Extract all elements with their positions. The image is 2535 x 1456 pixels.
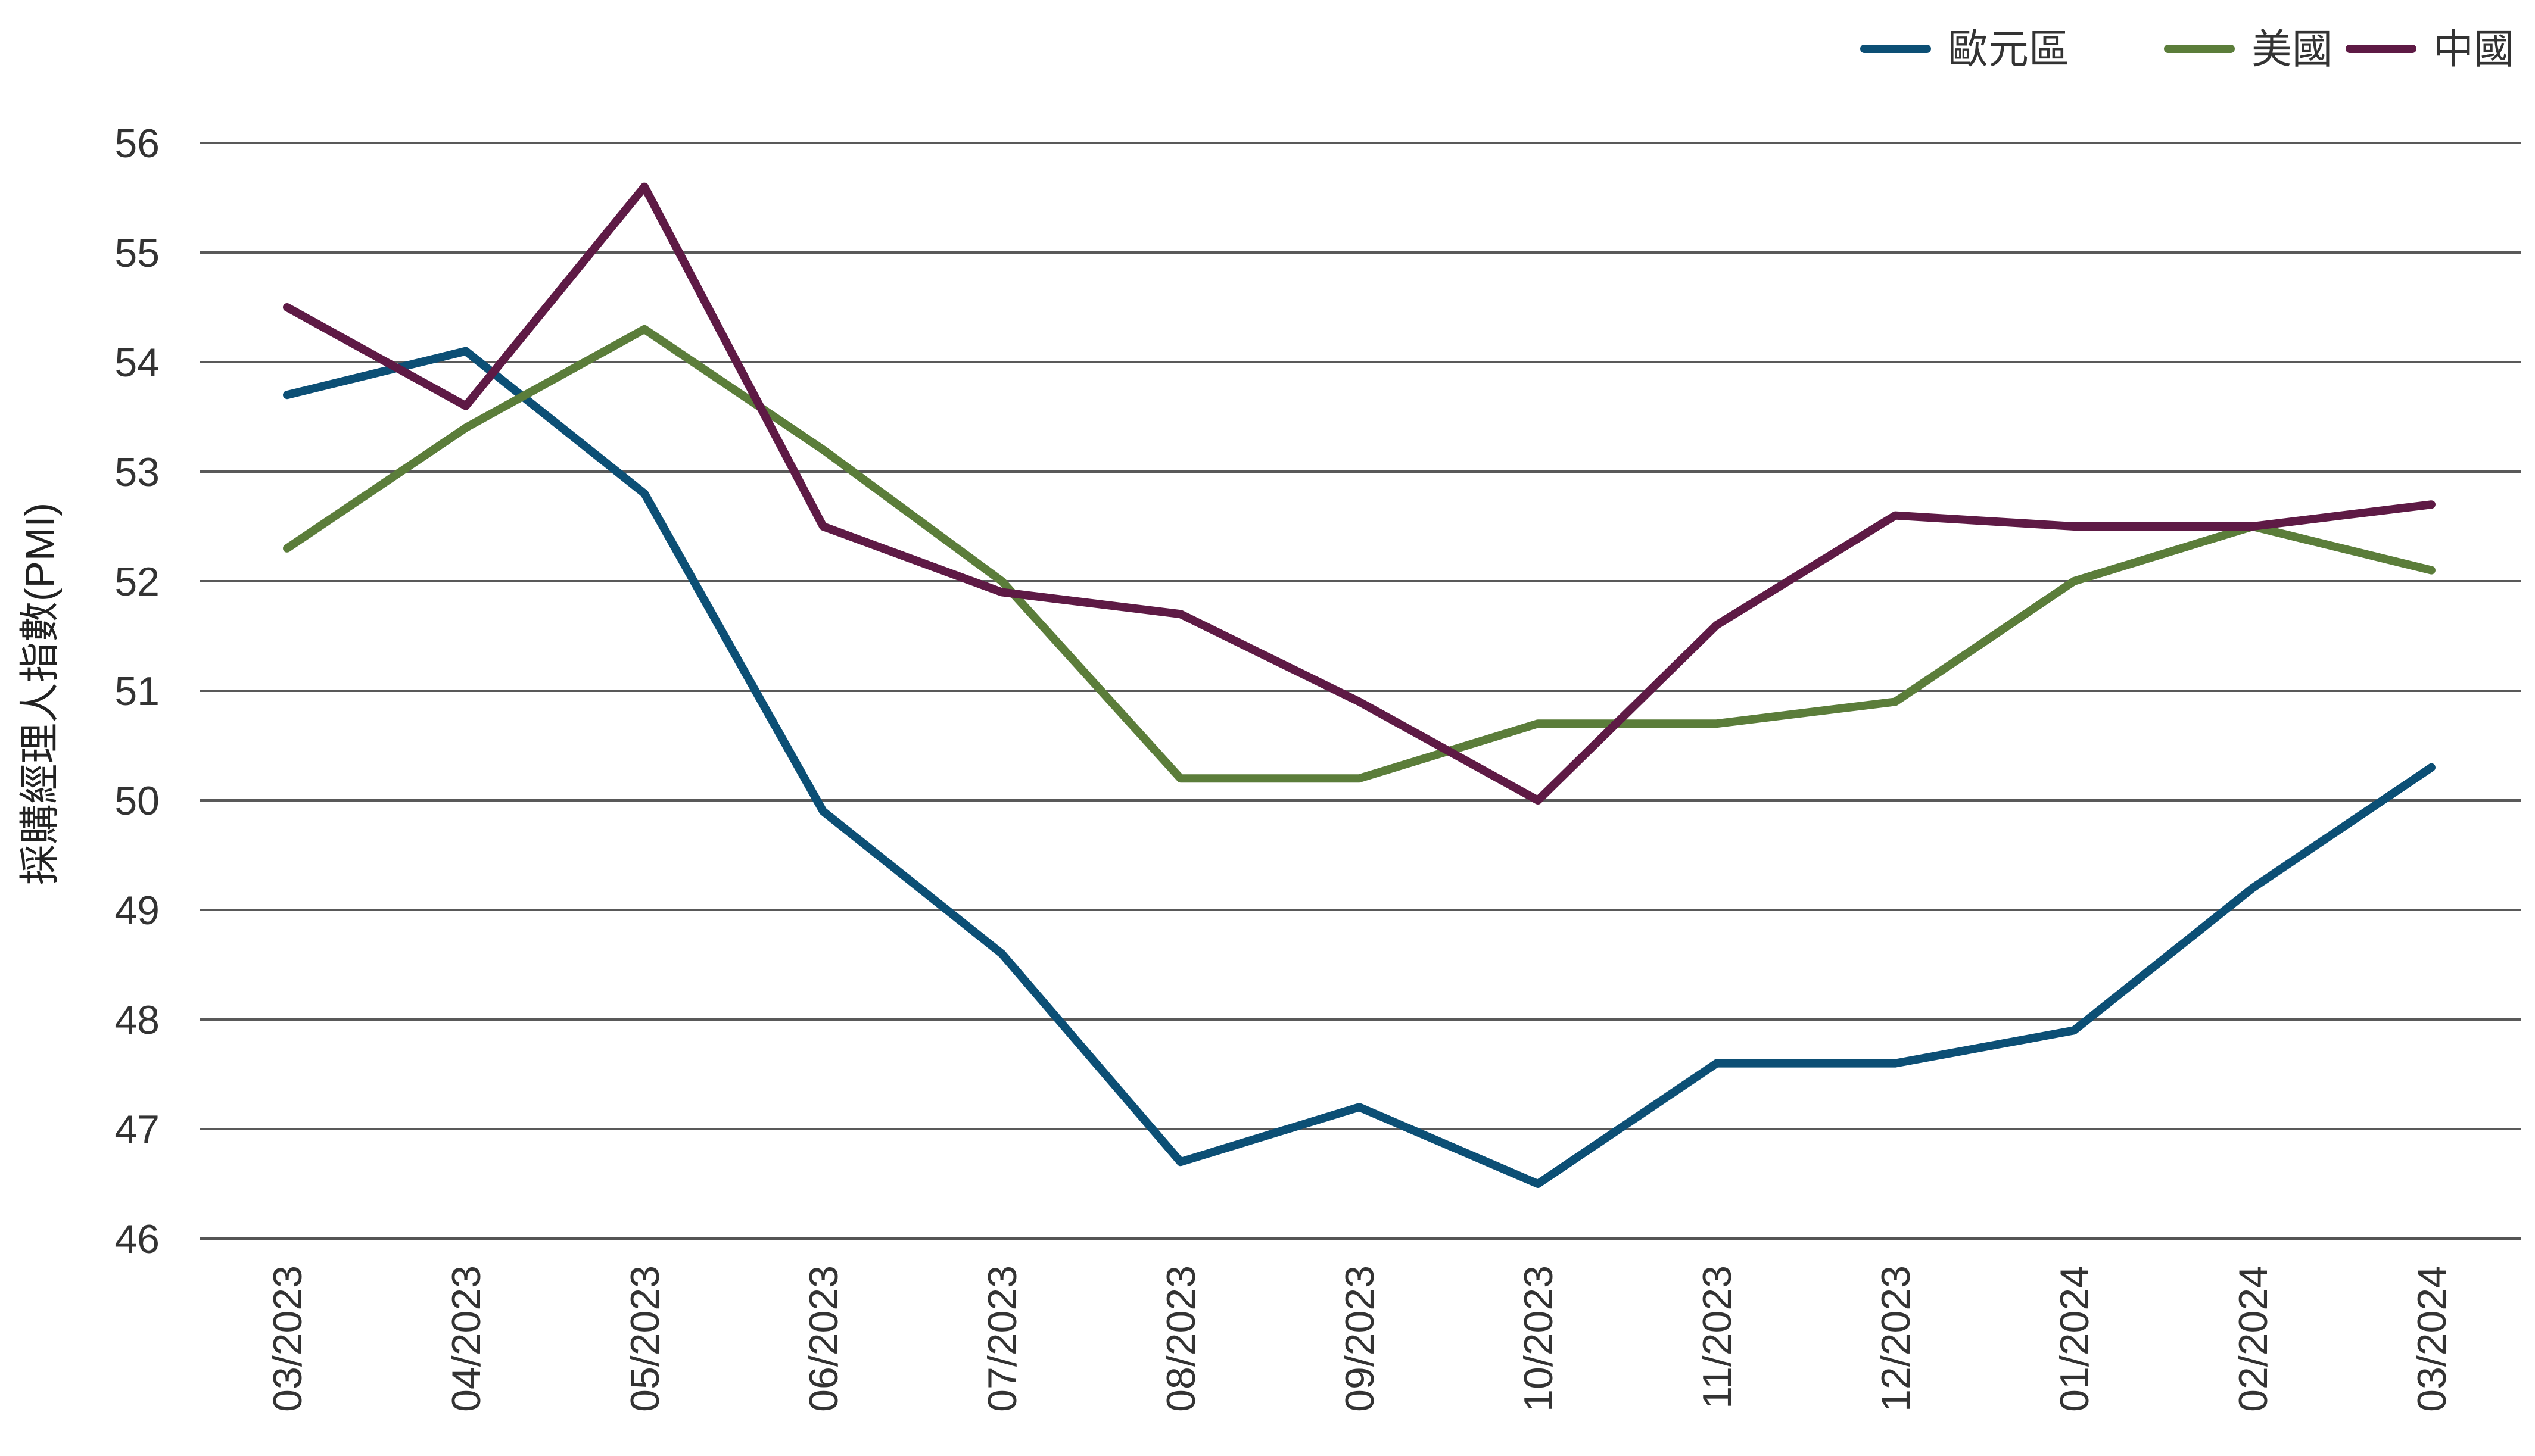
x-tick-label: 04/2023 bbox=[444, 1265, 489, 1412]
legend-label: 美國 bbox=[2251, 27, 2332, 72]
x-tick-label: 01/2024 bbox=[2052, 1265, 2097, 1412]
x-tick-label: 02/2024 bbox=[2231, 1265, 2276, 1412]
y-tick-label: 46 bbox=[114, 1217, 160, 1262]
y-tick-label: 56 bbox=[114, 121, 160, 166]
y-axis-ticks: 46 47 48 49 50 51 52 53 54 55 56 bbox=[114, 121, 160, 1262]
x-tick-label: 10/2023 bbox=[1516, 1265, 1561, 1412]
y-tick-label: 54 bbox=[114, 340, 160, 385]
y-tick-label: 51 bbox=[114, 669, 160, 714]
legend-label: 歐元區 bbox=[1948, 27, 2069, 72]
x-tick-label: 03/2024 bbox=[2409, 1265, 2455, 1412]
x-tick-label: 05/2023 bbox=[622, 1265, 668, 1412]
x-tick-label: 07/2023 bbox=[980, 1265, 1025, 1412]
x-tick-label: 11/2023 bbox=[1695, 1265, 1740, 1409]
legend-label: 中國 bbox=[2433, 27, 2514, 72]
x-axis-ticks: 03/2023 04/2023 05/2023 06/2023 07/2023 08/20… bbox=[265, 1265, 2455, 1412]
x-tick-label: 06/2023 bbox=[801, 1265, 846, 1412]
y-tick-label: 53 bbox=[114, 450, 160, 495]
y-axis-title: 採購經理人指數(PMI) bbox=[17, 503, 63, 885]
y-tick-label: 52 bbox=[114, 559, 160, 604]
series-line-1 bbox=[283, 347, 2436, 1188]
y-tick-label: 48 bbox=[114, 997, 160, 1043]
series-line-2 bbox=[283, 325, 2436, 783]
y-tick-label: 50 bbox=[114, 778, 160, 824]
y-tick-label: 55 bbox=[114, 230, 160, 276]
series-lines bbox=[283, 182, 2436, 1188]
gridlines bbox=[200, 142, 2521, 1240]
x-tick-label: 03/2023 bbox=[265, 1265, 310, 1412]
y-tick-label: 49 bbox=[114, 888, 160, 933]
y-tick-label: 47 bbox=[114, 1107, 160, 1152]
x-tick-label: 08/2023 bbox=[1158, 1265, 1204, 1412]
legend: 歐元區 美國 中國 bbox=[1860, 27, 2514, 72]
x-tick-label: 09/2023 bbox=[1337, 1265, 1382, 1412]
series-line-3 bbox=[283, 182, 2436, 805]
x-tick-label: 12/2023 bbox=[1873, 1265, 1919, 1412]
